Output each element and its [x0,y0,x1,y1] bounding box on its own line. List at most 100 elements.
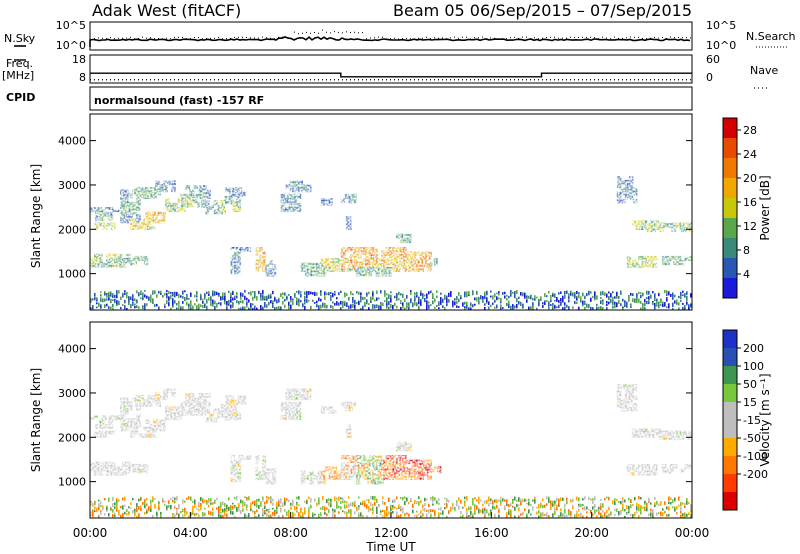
velocity-echo-region [255,455,267,481]
power-echo-region [185,185,211,199]
power-ytick-label: 3000 [58,179,86,192]
velocity-echo-region [616,384,638,412]
power-colorbar-tick-label: 28 [743,124,757,137]
velocity-echo-region [205,408,226,423]
nave-label: Nave [750,64,778,77]
power-echo-region [90,253,131,268]
power-colorbar-segment [723,178,737,199]
power-y-axis-label: Slant Range [km] [29,164,43,268]
velocity-echo-region [90,415,121,421]
power-colorbar-tick-label: 24 [743,148,757,161]
velocity-colorbar-segment [723,330,737,349]
power-colorbar-segment [723,218,737,239]
power-echo-region [320,198,333,206]
freq-label: Freq. [6,57,33,70]
power-colorbar-segment [723,278,737,299]
velocity-echo-region [320,406,337,414]
power-echo-region [95,211,114,221]
nave-right-tick-top: 60 [706,53,720,66]
velocity-echo-region [280,401,302,421]
power-colorbar-segment [723,118,737,139]
velocity-colorbar-segment [723,348,737,367]
time-tick-label: 08:00 [273,526,308,540]
power-echo-region [616,176,638,204]
velocity-panel: 1000 2000 3000 4000 00:00 04:00 08:00 12:00 16:… [29,321,709,554]
velocity-echo-region [230,459,242,483]
power-echo-region [646,222,692,233]
time-tick-label: 04:00 [173,526,208,540]
time-axis-label: Time UT [365,540,416,554]
velocity-echo-region [225,395,247,405]
power-echo-region [225,187,247,197]
velocity-colorbar-segment [723,438,737,457]
nsky-label: N.Sky [4,32,36,45]
power-echo-region [120,189,141,224]
velocity-colorbar: 200 100 50 15 -15 -50 -100 -200 Velocity [m s⁻¹… [722,329,772,511]
velocity-echo-region [265,468,277,485]
velocity-echo-region [626,463,658,476]
velocity-echo-region [230,455,252,460]
power-colorbar-tick-label: 4 [743,268,750,281]
power-echo-region [145,211,166,224]
power-near-range-scatter [90,290,692,310]
power-echo-region [285,180,312,193]
velocity-ytick-label: 1000 [58,476,86,489]
velocity-echo-region [145,419,166,432]
power-echo-region [230,251,242,275]
power-colorbar-segment [723,258,737,279]
power-echo-region [396,233,412,244]
velocity-colorbar-segment [723,402,737,421]
velocity-echo-region [95,419,114,429]
power-panel: 1000 2000 3000 4000 Slant Range [km] [29,113,693,311]
velocity-colorbar-segment [723,420,737,439]
velocity-echo-region [340,401,357,412]
nsky-line [89,36,691,47]
frequency-panel: 18 8 60 0 [72,53,720,84]
power-ytick-label: 4000 [58,135,86,148]
velocity-colorbar-tick-label: 50 [743,378,757,391]
nave-right-tick-bottom: 0 [706,71,713,84]
velocity-colorbar-tick-label: -50 [743,432,761,445]
power-echo-region [280,193,302,213]
power-echo-region [255,247,267,273]
velocity-echo-region [396,441,412,452]
velocity-echo-region [125,463,149,474]
velocity-ytick-label: 4000 [58,343,86,356]
cpid-label: CPID [6,91,35,104]
freq-left-tick-top: 18 [72,53,86,66]
noise-right-tick-top: 10^5 [706,19,736,32]
station-title: Adak West (fitACF) [92,1,241,20]
power-echo-region [661,255,692,266]
velocity-colorbar-segment [723,456,737,475]
velocity-echo-region [90,461,131,476]
power-echo-region [626,255,658,268]
power-echo-region [135,187,161,199]
freq-unit-label: [MHz] [2,69,34,82]
velocity-echo-region [426,466,442,474]
freq-left-tick-bottom: 8 [79,71,86,84]
power-echo-region [355,267,392,277]
velocity-colorbar-tick-label: -15 [743,414,761,427]
power-echo-region [345,216,352,230]
time-tick-label: 00:00 [73,526,108,540]
noise-right-tick-bottom: 10^0 [706,39,736,52]
power-ytick-label: 1000 [58,268,86,281]
power-echo-region [230,247,252,252]
power-colorbar-tick-label: 8 [743,244,750,257]
power-echo-region [340,193,357,204]
power-colorbar-label: Power [dB] [758,175,772,240]
power-echo-region [94,222,116,230]
velocity-colorbar-segment [723,366,737,385]
power-colorbar-tick-label: 16 [743,196,757,209]
power-echo-region [429,258,438,266]
noise-left-tick-bottom: 10^0 [56,39,86,52]
velocity-colorbar-segment [723,384,737,403]
power-colorbar-segment [723,238,737,259]
cpid-text: normalsound (fast) -157 RF [94,94,264,107]
velocity-echo-region [661,463,692,474]
velocity-colorbar-segment [723,474,737,493]
velocity-echo-region [220,404,242,421]
time-tick-label: 12:00 [374,526,409,540]
velocity-colorbar-segment [723,492,737,511]
